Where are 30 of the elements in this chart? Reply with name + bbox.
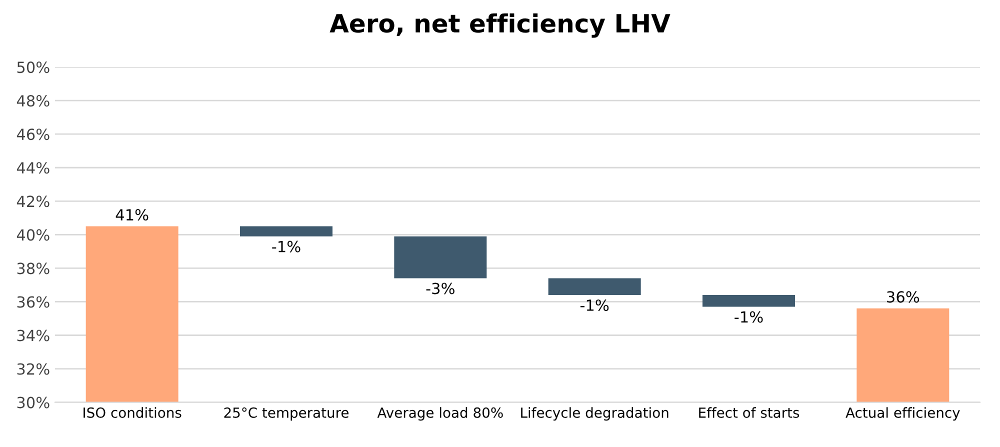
bar — [394, 236, 487, 278]
data-label: -3% — [426, 282, 454, 294]
data-label: 36% — [887, 291, 920, 303]
y-tick-label: 36% — [17, 296, 50, 308]
y-tick-label: 32% — [17, 363, 50, 375]
y-tick-label: 40% — [16, 229, 50, 241]
data-label: -1% — [734, 311, 763, 323]
x-tick-label: Effect of starts — [699, 407, 800, 418]
chart-title: Aero, net efficiency LHV — [330, 13, 670, 38]
y-tick-label: 50% — [17, 62, 50, 74]
data-label: 41% — [116, 209, 148, 221]
bar — [240, 226, 332, 236]
bar — [548, 278, 641, 296]
y-tick-label: 44% — [16, 162, 50, 174]
bar — [86, 226, 178, 402]
bar — [856, 308, 950, 402]
data-label: -1% — [272, 240, 300, 252]
x-tick-label: Actual efficiency — [846, 407, 960, 421]
x-tick-label: 25°C temperature — [224, 407, 349, 421]
y-tick-label: 30% — [17, 396, 50, 408]
y-tick-label: 42% — [16, 196, 50, 208]
y-tick-label: 34% — [17, 330, 50, 342]
y-tick-label: 38% — [17, 262, 50, 274]
y-tick-label: 46% — [16, 128, 50, 140]
bar — [702, 295, 795, 307]
data-label: -1% — [580, 299, 609, 312]
x-tick-label: Lifecycle degradation — [521, 407, 668, 421]
x-tick-label: ISO conditions — [84, 407, 182, 418]
y-tick-label: 48% — [16, 95, 50, 107]
x-tick-label: Average load 80% — [377, 407, 503, 421]
